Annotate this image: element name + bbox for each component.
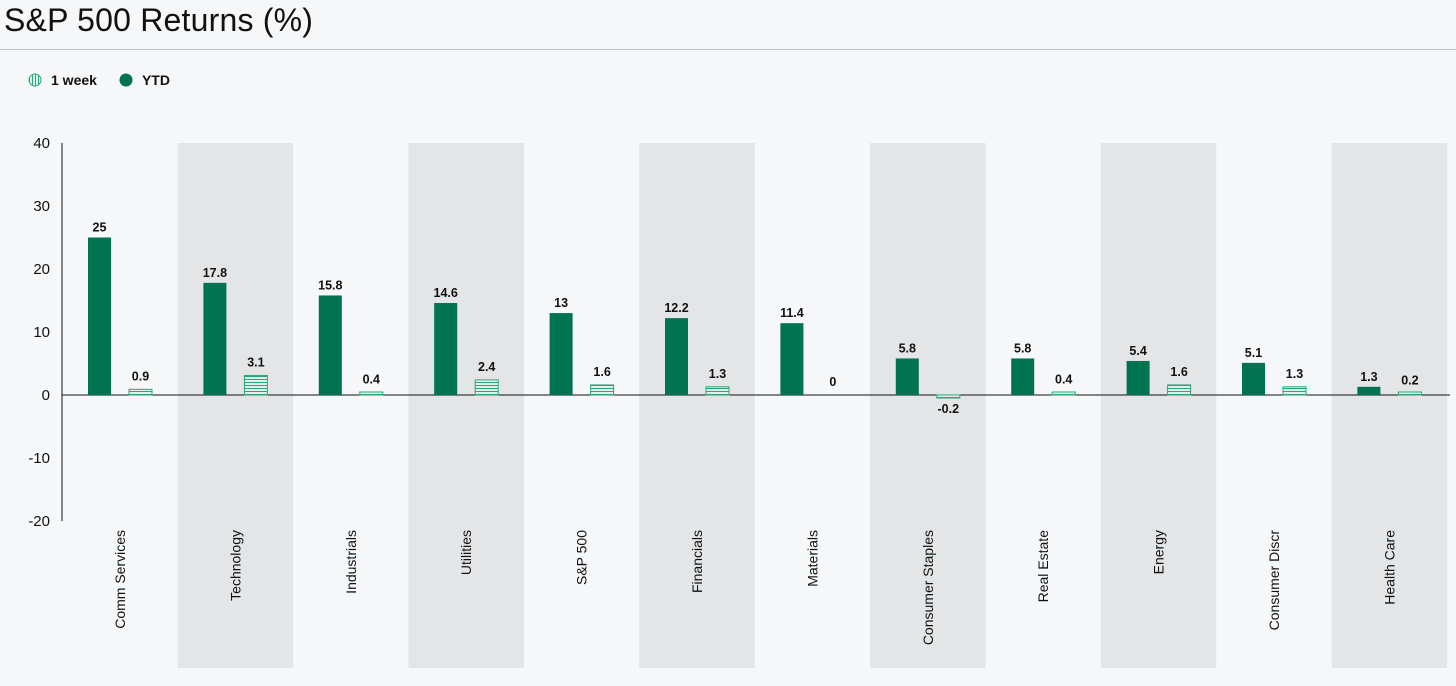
data-label-1week-financials: 1.3 [709,367,726,381]
category-band-financials [639,143,755,668]
category-label-industrials: Industrials [343,530,359,594]
data-label-ytd-technology: 17.8 [203,266,227,280]
legend-label-ytd: YTD [141,72,170,88]
title-divider [0,49,1456,50]
bar-1week-real-estate [1051,391,1076,396]
category-label-energy: Energy [1151,530,1167,574]
bar-ytd-consumer-staples [895,358,919,395]
bar-1week-utilities [474,379,499,396]
data-label-ytd-financials: 12.2 [664,301,688,315]
y-axis: 40 30 20 10 0 -10 -20 [28,135,1450,530]
bar-ytd-energy [1126,360,1150,395]
bars-group: 25 0.9 17.8 3.1 15.8 0.4 14.6 2.4 13 1.6 12.2 1.3 11… [88,221,1422,416]
bar-ytd-utilities [434,303,458,395]
bar-ytd-financials [665,318,688,395]
bar-ytd-technology [203,282,227,395]
category-label-consumer-discr: Consumer Discr [1266,530,1282,631]
category-band-energy [1100,143,1217,668]
bar-1week-industrials [359,391,384,396]
bar-ytd-s-p-500 [549,313,573,395]
data-label-ytd-comm-services: 25 [93,221,107,235]
data-label-1week-consumer-discr: 1.3 [1286,367,1303,381]
category-labels: Comm Services Technology Industrials Utilit… [112,530,1397,646]
solid-circle-icon [119,73,133,87]
data-label-ytd-utilities: 14.6 [434,286,458,300]
data-label-1week-consumer-staples: -0.2 [938,402,960,416]
data-label-1week-industrials: 0.4 [363,372,380,386]
category-label-consumer-staples: Consumer Staples [920,530,936,645]
y-tick-label: 30 [33,198,50,215]
chart-legend: 1 week YTD [28,70,170,90]
data-label-1week-real-estate: 0.4 [1055,372,1072,386]
y-tick-label: 10 [33,324,50,341]
chart-title: S&P 500 Returns (%) [4,2,314,38]
data-label-ytd-consumer-staples: 5.8 [899,341,916,355]
bar-ytd-consumer-discr [1242,362,1265,395]
category-bands [177,143,1448,668]
y-tick-label: 40 [33,135,50,152]
category-label-financials: Financials [689,530,705,593]
category-label-health-care: Health Care [1381,530,1397,605]
category-band-health-care [1331,143,1448,668]
data-label-ytd-health-care: 1.3 [1360,370,1377,384]
bar-ytd-health-care [1357,386,1381,395]
bar-1week-financials [705,386,730,396]
data-label-ytd-materials: 11.4 [780,306,804,320]
data-label-1week-health-care: 0.2 [1401,374,1418,388]
data-label-ytd-s-p-500: 13 [554,296,568,310]
data-label-1week-technology: 3.1 [247,355,264,369]
data-label-1week-utilities: 2.4 [478,360,495,374]
category-label-s-p-500: S&P 500 [574,530,590,585]
y-tick-label: -20 [28,513,50,530]
legend-item-ytd: YTD [119,72,170,88]
bar-1week-s-p-500 [590,384,615,396]
data-label-ytd-real-estate: 5.8 [1014,341,1031,355]
data-label-1week-comm-services: 0.9 [132,369,149,383]
hatched-circle-icon [28,73,42,87]
y-tick-label: 0 [42,387,50,404]
data-label-ytd-energy: 5.4 [1129,344,1146,358]
data-label-ytd-industrials: 15.8 [318,278,342,292]
category-band-consumer-staples [870,143,986,668]
bar-ytd-materials [780,323,804,395]
category-band-utilities [408,143,524,668]
bar-1week-comm-services [128,388,153,396]
bar-ytd-industrials [318,295,342,395]
category-label-technology: Technology [227,530,243,601]
legend-label-1week: 1 week [51,72,97,88]
y-tick-label: -10 [28,450,50,467]
data-label-1week-s-p-500: 1.6 [593,365,610,379]
data-label-1week-energy: 1.6 [1170,365,1187,379]
data-label-ytd-consumer-discr: 5.1 [1245,346,1262,360]
category-label-utilities: Utilities [458,530,474,575]
data-label-1week-materials: 0 [829,375,836,389]
category-label-materials: Materials [804,530,820,587]
category-label-comm-services: Comm Services [112,530,128,629]
category-label-real-estate: Real Estate [1035,530,1051,603]
bar-1week-consumer-discr [1282,386,1307,396]
bar-ytd-comm-services [88,237,111,395]
bar-1week-technology [243,374,268,396]
y-tick-label: 20 [33,261,50,278]
legend-item-1week: 1 week [28,72,97,88]
category-band-technology [177,143,294,668]
bar-1week-energy [1167,384,1192,396]
bar-1week-consumer-staples [936,394,961,399]
bar-ytd-real-estate [1011,358,1035,395]
bar-1week-health-care [1397,391,1422,396]
